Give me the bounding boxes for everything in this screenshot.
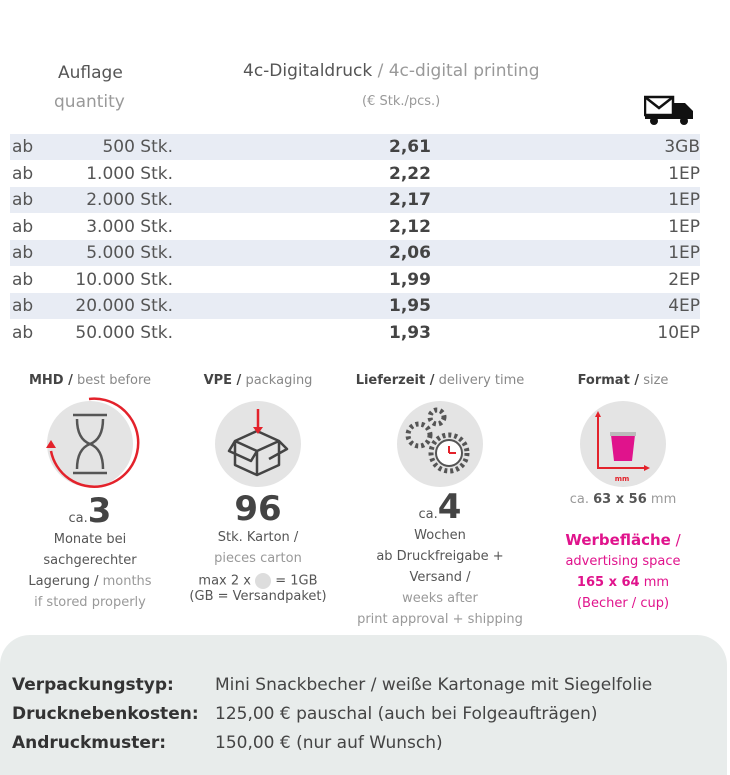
quantity: 1.000 Stk. — [86, 163, 173, 184]
print-header-de: 4c-Digitaldruck — [243, 61, 373, 81]
table-row: ab 1.000 Stk. 2,22 1EP — [10, 161, 700, 187]
table-row: ab 20.000 Stk. 1,95 4EP — [10, 293, 700, 319]
quantity: 50.000 Stk. — [75, 322, 173, 343]
shipping-units: 3GB — [664, 137, 700, 157]
print-header: 4c-Digitaldruck / 4c-digital printing — [243, 61, 540, 81]
prefix: ab — [12, 137, 34, 157]
price: 2,22 — [389, 163, 431, 184]
prefix: ab — [12, 322, 34, 343]
gears-clock-icon — [397, 401, 483, 487]
table-row: ab 2.000 Stk. 2,17 1EP — [10, 187, 700, 213]
mini-box-icon — [255, 573, 272, 589]
prefix: ab — [12, 296, 34, 316]
quantity: 5.000 Stk. — [86, 243, 173, 263]
table-row: ab 5.000 Stk. 2,06 1EP — [10, 240, 700, 266]
price: 1,95 — [389, 296, 431, 316]
shipping-units: 4EP — [668, 296, 700, 316]
hourglass-icon — [46, 397, 140, 488]
vpe-title: VPE / packaging — [203, 373, 313, 388]
quantity-header-de: Auflage — [58, 63, 123, 83]
quantity: 500 Stk. — [102, 137, 173, 157]
quantity: 2.000 Stk. — [86, 190, 173, 210]
detail-label: Andruckmuster: — [12, 733, 167, 753]
price: 2,17 — [389, 190, 431, 210]
prefix: ab — [12, 216, 34, 237]
detail-value: Mini Snackbecher / weiße Kartonage mit S… — [215, 675, 653, 695]
unit-label: (€ Stk./pcs.) — [362, 94, 441, 109]
price: 2,12 — [389, 216, 431, 237]
detail-label: Drucknebenkosten: — [12, 704, 199, 724]
print-header-en: 4c-digital printing — [388, 61, 540, 81]
quantity: 3.000 Stk. — [86, 216, 173, 237]
mhd-title: MHD / best before — [28, 373, 152, 388]
format-title: Format / size — [577, 373, 669, 388]
delivery-column: Lieferzeit / delivery time ca.4 Wochen ab… — [350, 370, 530, 630]
cup-size-icon: mm — [580, 401, 666, 487]
delivery-title: Lieferzeit / delivery time — [355, 373, 525, 388]
price: 2,06 — [389, 243, 431, 263]
vpe-column: VPE / packaging 96 Stk. Karton / pieces c… — [168, 370, 348, 604]
box-icon — [215, 401, 301, 487]
shipping-units: 1EP — [668, 216, 700, 237]
sep: / — [372, 61, 389, 81]
prefix: ab — [12, 190, 34, 210]
price: 2,61 — [389, 137, 431, 157]
quantity-header-en: quantity — [54, 92, 125, 112]
mhd-column: MHD / best before ca.3 Monate bei sachger… — [0, 370, 180, 613]
price: 1,99 — [389, 269, 431, 290]
prefix: ab — [12, 243, 34, 263]
price: 1,93 — [389, 322, 431, 343]
shipping-units: 1EP — [668, 163, 700, 184]
detail-value: 150,00 € (nur auf Wunsch) — [215, 733, 443, 753]
shipping-units: 1EP — [668, 190, 700, 210]
table-row: ab 10.000 Stk. 1,99 2EP — [10, 267, 700, 293]
shipping-units: 10EP — [657, 322, 700, 343]
shipping-units: 2EP — [668, 269, 700, 290]
details-panel: Verpackungstyp: Mini Snackbecher / weiße… — [0, 635, 727, 775]
quantity: 10.000 Stk. — [75, 269, 173, 290]
svg-text:mm: mm — [615, 475, 630, 483]
table-row: ab 500 Stk. 2,61 3GB — [10, 134, 700, 160]
prefix: ab — [12, 269, 34, 290]
prefix: ab — [12, 163, 34, 184]
detail-label: Verpackungstyp: — [12, 675, 174, 695]
format-column: Format / size mm ca. 63 x 56 mm Werbeflä… — [533, 370, 713, 614]
quantity: 20.000 Stk. — [75, 296, 173, 316]
table-row: ab 3.000 Stk. 2,12 1EP — [10, 214, 700, 240]
detail-value: 125,00 € pauschal (auch bei Folgeaufträg… — [215, 704, 598, 724]
shipping-truck-icon — [644, 95, 693, 125]
shipping-units: 1EP — [668, 243, 700, 263]
table-row: ab 50.000 Stk. 1,93 10EP — [10, 320, 700, 346]
